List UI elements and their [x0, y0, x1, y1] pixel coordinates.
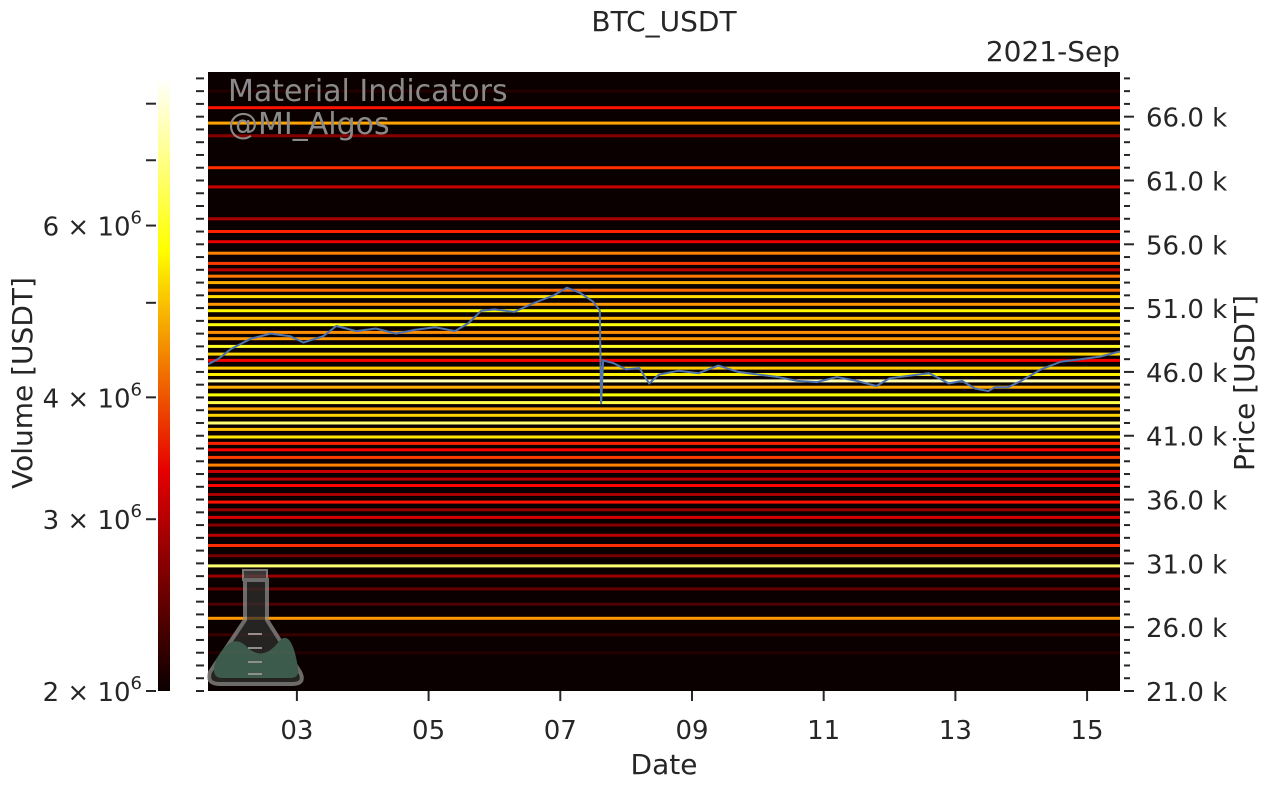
y-tick-label: 41.0 k: [1146, 423, 1227, 453]
heat-band: [208, 651, 1120, 655]
y-tick-label: 36.0 k: [1146, 487, 1227, 517]
heat-band: [208, 448, 1120, 452]
watermark-line-1: Material Indicators: [228, 74, 508, 109]
flask-logo-icon: [207, 569, 304, 686]
heat-band: [208, 323, 1120, 327]
heat-band: [208, 352, 1120, 356]
price-line: [208, 286, 1120, 404]
y-tick-label: 66.0 k: [1146, 104, 1227, 134]
heat-band: [208, 484, 1120, 487]
heat-band: [208, 413, 1120, 417]
colorbar-tick-label: 3 × 106: [43, 501, 142, 536]
y-tick-label: 51.0 k: [1146, 295, 1227, 325]
heat-band: [208, 554, 1120, 558]
y-tick-label: 21.0 k: [1146, 678, 1227, 708]
colorbar-tick-label: 4 × 106: [43, 379, 142, 414]
heat-band: [208, 337, 1120, 341]
heat-band: [208, 295, 1120, 299]
x-axis-title: Date: [631, 748, 698, 781]
y-tick-label: 31.0 k: [1146, 550, 1227, 580]
heat-band: [208, 106, 1120, 110]
heat-band: [208, 463, 1120, 467]
heat-band: [208, 251, 1120, 255]
heat-band: [208, 393, 1120, 397]
heat-band: [208, 185, 1120, 189]
chart-title: BTC_USDT: [591, 5, 737, 38]
x-tick-label: 05: [412, 716, 445, 746]
heat-band: [208, 385, 1120, 389]
heat-band: [208, 470, 1120, 473]
heat-band: [208, 455, 1120, 459]
x-tick-label: 11: [807, 716, 840, 746]
heat-band: [208, 500, 1120, 504]
heat-band: [208, 508, 1120, 512]
heat-band: [208, 401, 1120, 405]
heat-band: [208, 344, 1120, 348]
heat-band: [208, 633, 1120, 637]
heat-band: [208, 166, 1120, 170]
heat-band: [208, 89, 1120, 93]
x-tick-label: 15: [1071, 716, 1104, 746]
heat-band: [208, 288, 1120, 292]
heat-band: [208, 544, 1120, 547]
heat-band: [208, 533, 1120, 537]
heat-band: [208, 121, 1120, 125]
heat-band: [208, 316, 1120, 320]
colorbar: [158, 78, 170, 691]
colorbar-title: Volume [USDT]: [6, 277, 39, 489]
heat-band: [208, 407, 1120, 411]
heat-band: [208, 523, 1120, 527]
heat-band: [208, 230, 1120, 233]
colorbar-tick-label: 2 × 106: [43, 673, 142, 708]
heat-band: [208, 261, 1120, 265]
heat-band: [208, 366, 1120, 370]
heat-band: [208, 302, 1120, 306]
heat-band: [208, 574, 1120, 578]
y-axis-title: Price [USDT]: [1228, 295, 1261, 471]
heat-band: [208, 477, 1120, 481]
y-tick-label: 46.0 k: [1146, 359, 1227, 389]
period-label: 2021-Sep: [986, 35, 1120, 68]
heat-band: [208, 441, 1120, 445]
watermark-line-2: @MI_Algos: [228, 107, 390, 142]
price-line-group: [208, 286, 1120, 404]
x-tick-label: 07: [544, 716, 577, 746]
heat-band: [208, 309, 1120, 313]
x-tick-label: 13: [939, 716, 972, 746]
heat-band: [208, 274, 1120, 278]
y-axis: 21.0 k 26.0 k 31.0 k 36.0 k 41.0 k 46.0 k 51.0…: [196, 77, 1227, 708]
heat-band: [208, 602, 1120, 606]
colorbar-tick-label: 6 × 106: [43, 208, 142, 243]
heat-bands: [208, 89, 1120, 655]
colorbar-ticks: 2 × 106 3 × 106 4 × 106 6 × 106: [43, 102, 156, 708]
heat-band: [208, 421, 1120, 425]
heat-band: [208, 435, 1120, 439]
heat-band: [208, 240, 1120, 244]
y-tick-label: 56.0 k: [1146, 231, 1227, 261]
heat-band: [208, 379, 1120, 383]
heat-band: [208, 358, 1120, 362]
x-tick-label: 03: [280, 716, 313, 746]
heat-band: [208, 427, 1120, 431]
heat-band: [208, 515, 1120, 519]
heat-band: [208, 281, 1120, 285]
heat-band: [208, 217, 1120, 221]
y-tick-label: 26.0 k: [1146, 614, 1227, 644]
x-tick-label: 09: [675, 716, 708, 746]
heat-band: [208, 493, 1120, 496]
heat-band: [208, 616, 1120, 620]
y-tick-label: 61.0 k: [1146, 167, 1227, 197]
heat-band: [208, 268, 1120, 272]
heat-band: [208, 564, 1120, 568]
heat-band: [208, 134, 1120, 138]
heat-band: [208, 330, 1120, 334]
heat-band: [208, 587, 1120, 591]
x-axis: 03 05 07 09 11 13 15: [280, 691, 1104, 746]
